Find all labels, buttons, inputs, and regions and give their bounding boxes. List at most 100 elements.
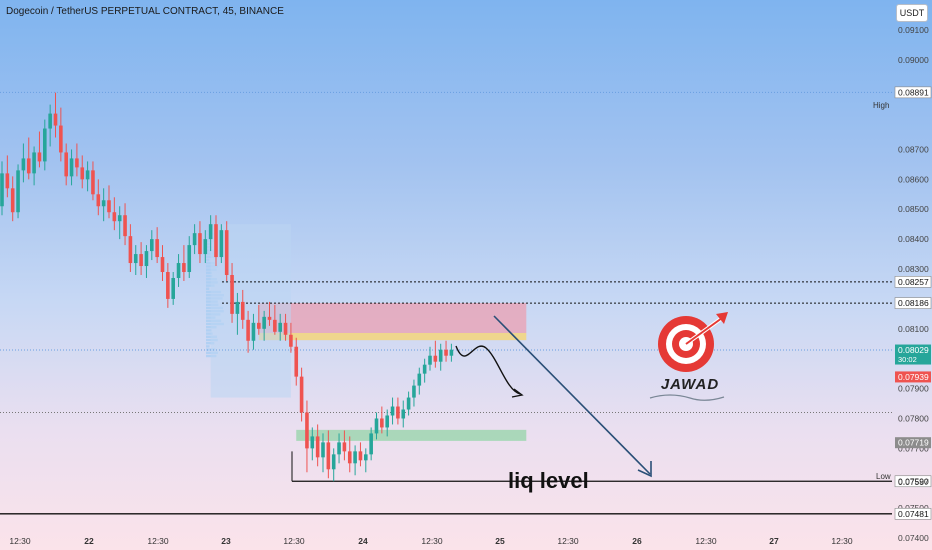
candle-body bbox=[224, 230, 229, 275]
candle bbox=[59, 107, 63, 162]
candle bbox=[96, 179, 101, 216]
candle bbox=[273, 304, 277, 335]
candle-body bbox=[91, 170, 95, 195]
x-tick-label: 25 bbox=[495, 536, 505, 546]
candle-body bbox=[390, 406, 395, 416]
currency-button[interactable]: USDT bbox=[896, 4, 928, 22]
candle-body bbox=[433, 355, 438, 362]
high-label: High bbox=[873, 101, 890, 110]
y-tick-label: 0.09000 bbox=[898, 55, 929, 65]
x-tick-label: 12:30 bbox=[831, 536, 853, 546]
candle-body bbox=[262, 316, 266, 329]
candle-body bbox=[283, 322, 288, 335]
candle-body bbox=[150, 239, 154, 252]
candle bbox=[433, 340, 438, 368]
volume-profile-bar bbox=[206, 284, 215, 287]
candle bbox=[278, 313, 282, 341]
candle bbox=[390, 397, 395, 425]
volume-profile-bar bbox=[206, 342, 215, 345]
volume-profile-bar bbox=[206, 230, 209, 233]
candle bbox=[337, 433, 341, 464]
price-label-text: 0.08186 bbox=[898, 298, 929, 308]
candle bbox=[406, 391, 411, 416]
candle-body bbox=[117, 215, 122, 222]
candle-body bbox=[166, 272, 170, 299]
candle-body bbox=[43, 128, 47, 162]
candle bbox=[48, 104, 52, 147]
candle bbox=[192, 224, 197, 255]
candle bbox=[139, 242, 143, 275]
candle-body bbox=[273, 319, 277, 332]
price-label: 0.08186 bbox=[894, 297, 932, 309]
target-arrow-shaft bbox=[685, 317, 723, 345]
candle bbox=[299, 367, 304, 422]
candle-body bbox=[380, 418, 384, 428]
candle-body bbox=[5, 173, 10, 189]
candle-body bbox=[107, 200, 111, 213]
candle bbox=[444, 340, 448, 362]
candle-body bbox=[123, 215, 127, 237]
demand-zone bbox=[296, 429, 527, 441]
volume-profile-bar bbox=[206, 329, 212, 332]
price-label-text: 0.07939 bbox=[898, 372, 929, 382]
candle bbox=[198, 221, 202, 264]
x-tick-label: 26 bbox=[632, 536, 642, 546]
volume-profile-bar bbox=[206, 255, 215, 258]
candle bbox=[5, 155, 10, 198]
candle bbox=[117, 206, 122, 240]
candle-body bbox=[32, 152, 36, 174]
candle-body bbox=[337, 442, 341, 455]
price-label: 0.08891 bbox=[894, 86, 932, 99]
candle-body bbox=[289, 334, 293, 347]
candle bbox=[326, 430, 331, 479]
candle bbox=[150, 230, 154, 261]
target-arrowhead bbox=[637, 461, 652, 478]
candle bbox=[412, 379, 416, 407]
candle-body bbox=[299, 376, 304, 413]
candle-body bbox=[251, 322, 256, 341]
candle-body bbox=[80, 167, 85, 180]
candle-body bbox=[438, 349, 443, 362]
candle-body bbox=[69, 158, 74, 177]
candle-body bbox=[26, 158, 31, 174]
candle bbox=[251, 313, 256, 350]
candle-body bbox=[310, 436, 315, 449]
price-label-badge bbox=[894, 297, 932, 309]
supply-zone bbox=[258, 303, 527, 333]
price-label-badge bbox=[895, 344, 931, 365]
low-label: Low bbox=[876, 472, 891, 481]
price-label-badge bbox=[895, 371, 931, 383]
candle-body bbox=[75, 158, 79, 168]
brand-name: JAWAD bbox=[660, 376, 720, 393]
price-label-badge bbox=[894, 276, 932, 288]
candle bbox=[257, 304, 261, 335]
volume-profile-bar bbox=[206, 246, 213, 249]
price-label-text: 0.07719 bbox=[898, 438, 929, 448]
candle bbox=[380, 406, 384, 434]
x-tick-label: 23 bbox=[221, 536, 231, 546]
candle-body bbox=[326, 442, 331, 470]
price-label: 0.07481 bbox=[894, 508, 932, 520]
x-tick-label: 12:30 bbox=[9, 536, 31, 546]
candle bbox=[75, 143, 79, 177]
candle bbox=[160, 245, 165, 281]
y-tick-label: 0.09100 bbox=[898, 25, 929, 35]
candle bbox=[364, 448, 368, 473]
candle bbox=[315, 424, 320, 467]
candle bbox=[347, 436, 352, 473]
candle bbox=[305, 400, 309, 473]
candle-body bbox=[182, 263, 186, 273]
candle bbox=[438, 343, 443, 371]
candle bbox=[101, 188, 106, 222]
candle-body bbox=[331, 454, 336, 470]
x-tick-label: 12:30 bbox=[557, 536, 579, 546]
candle-body bbox=[385, 415, 389, 428]
candle-body bbox=[315, 436, 320, 458]
candle-body bbox=[401, 409, 406, 419]
candle bbox=[449, 343, 454, 362]
candle-body bbox=[278, 322, 282, 332]
candle bbox=[16, 164, 20, 219]
price-label: 0.07590 bbox=[894, 475, 932, 488]
